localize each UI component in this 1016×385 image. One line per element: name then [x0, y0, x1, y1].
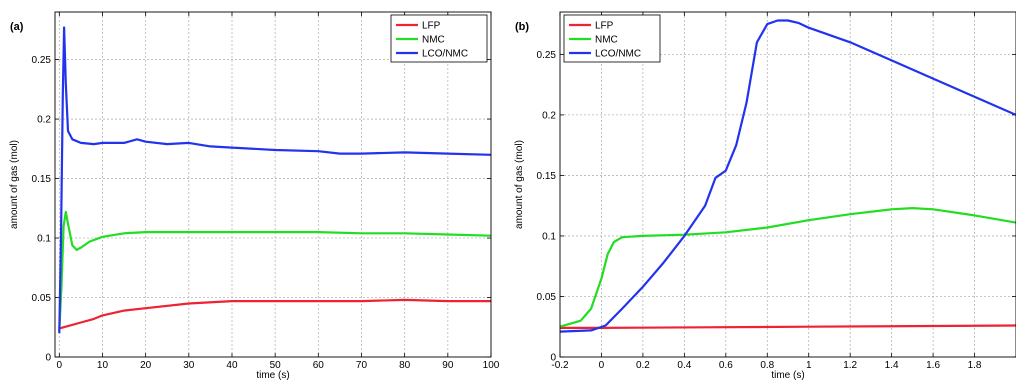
x-tick-label: 1.8 [968, 360, 982, 371]
series-line-nmc [58, 210, 491, 331]
y-tick-label: 0.2 [542, 110, 556, 121]
legend-entry: NMC [595, 35, 618, 46]
legend-entry: LFP [422, 21, 441, 32]
legend-entry: NMC [422, 35, 445, 46]
legend: LFP NMC LCO/NMC [390, 14, 488, 63]
y-tick-label: 0.25 [537, 50, 557, 61]
x-tick-label: 1.6 [926, 360, 940, 371]
x-tick-label: 1.4 [885, 360, 899, 371]
x-axis-label: time (s) [771, 370, 804, 381]
y-axis-label: amount of gas (mol) [9, 140, 20, 229]
y-tick-label: 0 [550, 353, 556, 364]
series-line-lfp [560, 324, 1016, 329]
x-tick-label: 20 [140, 360, 152, 371]
y-tick-label: 0.05 [32, 293, 52, 304]
legend-entry: LFP [595, 21, 614, 32]
x-tick-label: 30 [183, 360, 195, 371]
y-tick-label: 0.05 [537, 292, 557, 303]
x-tick-label: 1.2 [843, 360, 857, 371]
x-tick-label: 100 [483, 360, 500, 371]
x-axis-label: time (s) [256, 370, 289, 381]
series-line-nmc [560, 207, 1016, 328]
x-tick-label: 0 [599, 360, 605, 371]
legend-entry: LCO/NMC [422, 49, 468, 60]
plot-frame [559, 11, 1016, 358]
x-tick-label: 0 [57, 360, 63, 371]
x-tick-label: 60 [313, 360, 325, 371]
x-tick-label: 0.8 [760, 360, 774, 371]
series-line-lco-nmc [560, 19, 1016, 333]
plot-area [55, 12, 491, 357]
plot-frame [54, 11, 492, 358]
series-line-lco-nmc [58, 26, 491, 334]
x-tick-label: 0.2 [636, 360, 650, 371]
x-tick-label: 0.4 [677, 360, 691, 371]
x-tick-label: 70 [356, 360, 368, 371]
x-tick-label: 1 [806, 360, 812, 371]
panel-label: (b) [515, 21, 529, 33]
x-tick-label: 40 [226, 360, 238, 371]
x-tick-label: 10 [97, 360, 109, 371]
y-tick-label: 0.2 [37, 115, 51, 126]
y-tick-label: 0.15 [537, 171, 557, 182]
x-tick-label: 90 [442, 360, 454, 371]
panel-label: (a) [10, 21, 24, 33]
y-tick-label: 0.15 [32, 174, 52, 185]
x-tick-label: 80 [399, 360, 411, 371]
y-tick-label: 0.1 [37, 234, 51, 245]
legend: LFP NMC LCO/NMC [563, 14, 661, 63]
y-axis-label: amount of gas (mol) [514, 140, 525, 229]
legend-entry: LCO/NMC [595, 49, 641, 60]
y-tick-label: 0.25 [32, 55, 52, 66]
series-line-lfp [59, 298, 491, 330]
y-tick-label: 0 [45, 353, 51, 364]
chart-panel-2: -0.2 0 0.2 0.4 0.6 0.8 1 1.2 1.4 1.6 1.800.050.10.… [514, 11, 1016, 381]
y-tick-label: 0.1 [542, 231, 556, 242]
x-tick-label: 0.6 [719, 360, 733, 371]
chart-panel-1: 0 10 20 30 40 50 60 70 80 90 100 0 0.05 0.1 0.15 0.2 0.2… [9, 11, 500, 381]
x-tick-label: 50 [270, 360, 282, 371]
x-tick-label: -0.2 [551, 360, 569, 371]
plot-area [560, 12, 1016, 357]
